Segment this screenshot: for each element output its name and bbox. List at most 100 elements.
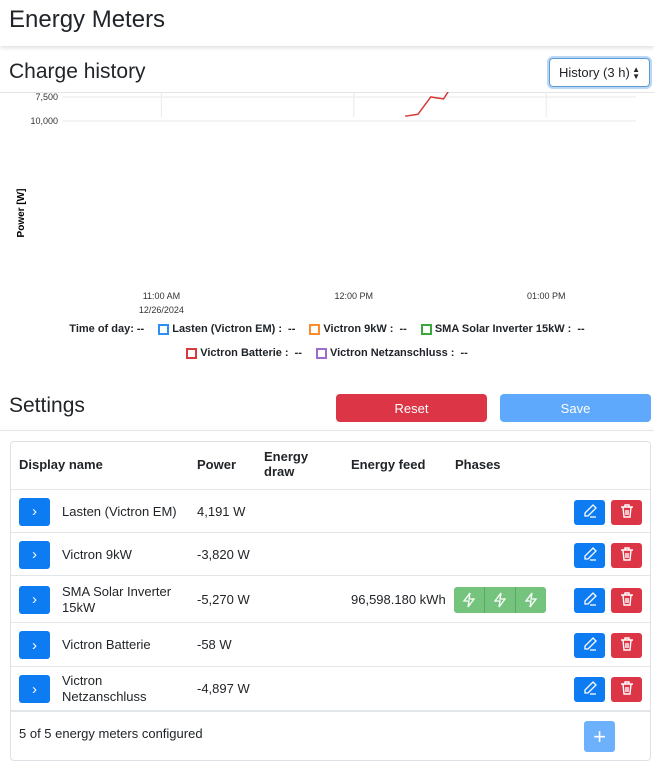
legend-value: -- — [399, 323, 407, 335]
meter-name: Victron 9kW — [62, 546, 132, 562]
legend-swatch — [158, 323, 170, 335]
settings-title: Settings — [9, 394, 85, 417]
legend-value: -- — [136, 323, 145, 335]
delete-button[interactable] — [611, 587, 642, 613]
top-bar: Energy Meters — [0, 0, 654, 46]
legend-item[interactable]: SMA Solar Inverter 15kW: -- — [420, 323, 585, 335]
pencil-icon — [582, 680, 598, 699]
energy-meters-table: Display name Power Energy draw Energy fe… — [10, 441, 651, 761]
pencil-icon — [582, 636, 598, 655]
edit-button[interactable] — [574, 587, 605, 613]
phase-bolt-icon — [516, 587, 546, 613]
chart-legend-row2: Victron Batterie: -- Victron Netzanschlus… — [0, 347, 654, 359]
y-tick-label: 10,000 — [30, 116, 58, 126]
legend-series-name: Lasten (Victron EM) — [172, 323, 276, 335]
meter-name: Victron Netzanschluss — [62, 673, 147, 704]
legend-series-name: Victron 9kW — [323, 323, 387, 335]
charge-history-title: Charge history — [9, 60, 146, 83]
y-axis-label: Power [W] — [16, 189, 27, 238]
meter-energy-feed: 96,598.180 kWh — [351, 591, 446, 607]
meter-power: -58 W — [197, 637, 232, 652]
chevron-right-icon: › — [32, 546, 37, 563]
meter-name: SMA Solar Inverter 15kW — [62, 583, 172, 615]
chart-legend: Time of day: -- Lasten (Victron EM): -- Vi… — [0, 323, 654, 335]
legend-value: -- — [460, 347, 468, 359]
legend-swatch — [309, 323, 321, 335]
legend-series-name: SMA Solar Inverter 15kW — [434, 323, 565, 335]
table-footer: 5 of 5 energy meters configured + — [11, 710, 650, 760]
legend-value: -- — [294, 347, 302, 359]
header-energy-draw: Energy draw — [264, 449, 309, 479]
reset-button[interactable]: Reset — [336, 394, 487, 422]
header-power: Power — [197, 457, 237, 472]
expand-row-button[interactable]: › — [19, 675, 50, 703]
phase-bolt-icon — [485, 586, 516, 613]
edit-button[interactable] — [574, 633, 605, 658]
delete-button[interactable] — [611, 499, 642, 525]
edit-button[interactable] — [574, 677, 605, 702]
delete-button[interactable] — [611, 542, 642, 568]
select-arrows-icon: ▲ ▼ — [632, 64, 640, 81]
table-row: › SMA Solar Inverter 15kW -5,270 W 96,598.1… — [11, 575, 650, 622]
meter-power: 4,191 W — [197, 503, 246, 519]
history-range-value: History (3 h) — [559, 65, 630, 80]
divider — [0, 92, 654, 93]
meter-count: 5 of 5 energy meters configured — [19, 726, 203, 741]
y-tick-label: 7,500 — [35, 92, 58, 102]
x-tick-sublabel: 12/26/2024 — [139, 305, 184, 315]
legend-swatch — [420, 323, 432, 335]
power-chart: 10,0007,5005,0002,5000-2,500-5,00011:00 … — [16, 92, 636, 315]
meter-name: Victron Batterie — [62, 637, 151, 652]
edit-button[interactable] — [574, 499, 605, 525]
series-line-victron-batterie — [405, 92, 449, 117]
trash-icon — [619, 636, 635, 655]
legend-value: -- — [577, 323, 585, 335]
trash-icon — [619, 546, 635, 565]
table-row: › Victron Netzanschluss -4,897 W — [11, 666, 650, 710]
expand-row-button[interactable]: › — [19, 540, 50, 569]
x-tick-label: 11:00 AM — [143, 291, 180, 301]
legend-time-label: Time of day: — [69, 323, 134, 335]
chevron-right-icon: › — [32, 591, 37, 608]
table-row: › Victron Batterie -58 W — [11, 622, 650, 666]
legend-time: Time of day: -- — [69, 323, 144, 335]
pencil-icon — [582, 503, 598, 522]
expand-row-button[interactable]: › — [19, 631, 50, 659]
legend-value: -- — [288, 323, 296, 335]
meter-power: -4,897 W — [197, 681, 250, 696]
plus-icon: + — [593, 723, 606, 749]
legend-item[interactable]: Lasten (Victron EM): -- — [158, 323, 295, 335]
table-row: › Lasten (Victron EM) 4,191 W — [11, 489, 650, 532]
x-tick-label: 12:00 PM — [335, 291, 374, 301]
meter-power: -3,820 W — [197, 546, 250, 562]
trash-icon — [619, 503, 635, 522]
legend-swatch — [315, 347, 327, 359]
expand-row-button[interactable]: › — [19, 585, 50, 614]
edit-button[interactable] — [574, 542, 605, 568]
legend-item[interactable]: Victron 9kW: -- — [309, 323, 407, 335]
add-meter-button[interactable]: + — [584, 721, 615, 752]
phase-indicators — [454, 586, 546, 613]
page-title: Energy Meters — [9, 6, 166, 33]
legend-item[interactable]: Victron Netzanschluss: -- — [315, 347, 468, 359]
history-range-select[interactable]: History (3 h) ▲ ▼ — [549, 58, 650, 87]
pencil-icon — [582, 591, 598, 610]
expand-row-button[interactable]: › — [19, 497, 50, 526]
trash-icon — [619, 680, 635, 699]
trash-icon — [619, 591, 635, 610]
legend-series-name: Victron Netzanschluss — [329, 347, 448, 359]
chevron-right-icon: › — [32, 680, 37, 698]
chevron-right-icon: › — [32, 503, 37, 520]
meter-name: Lasten (Victron EM) — [62, 503, 177, 519]
divider — [0, 430, 654, 431]
meter-power: -5,270 W — [197, 591, 250, 607]
header-energy-feed: Energy feed — [351, 457, 426, 472]
legend-series-name: Victron Batterie — [200, 347, 282, 359]
phase-bolt-icon — [454, 586, 485, 613]
delete-button[interactable] — [611, 677, 642, 702]
delete-button[interactable] — [611, 633, 642, 658]
chevron-right-icon: › — [32, 636, 37, 654]
save-button[interactable]: Save — [500, 394, 651, 422]
header-display-name: Display name — [19, 457, 103, 472]
legend-item[interactable]: Victron Batterie: -- — [186, 347, 302, 359]
